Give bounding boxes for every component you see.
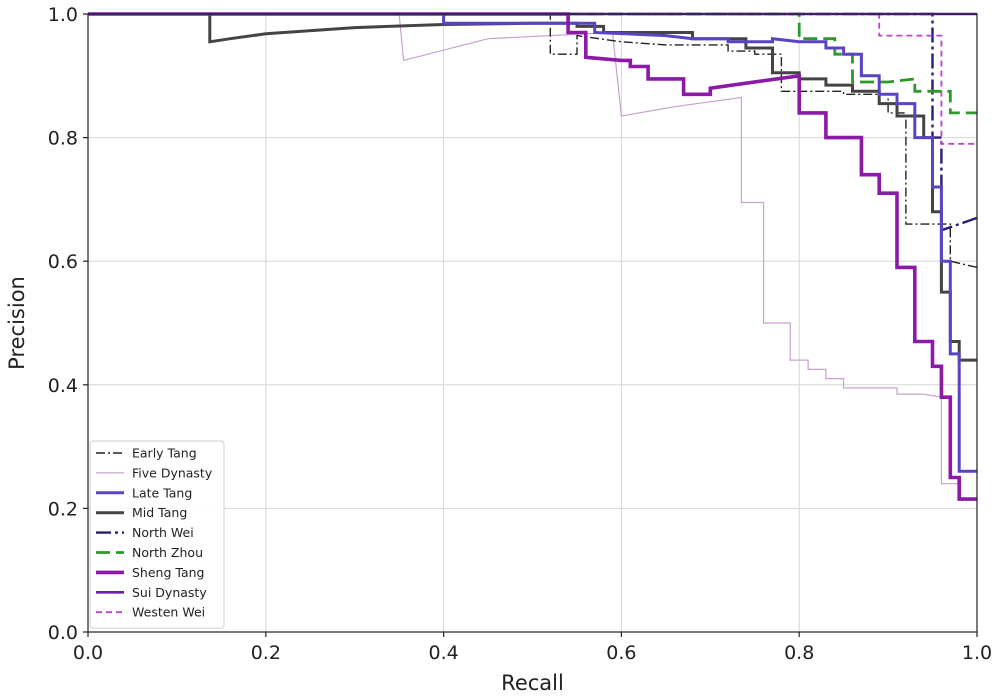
y-tick-label: 0.8 [48, 128, 78, 150]
x-tick-label: 1.0 [962, 642, 992, 664]
legend-box [89, 440, 225, 629]
y-tick-label: 0.4 [48, 375, 78, 397]
legend-label-sheng-tang: Sheng Tang [132, 565, 204, 580]
y-tick-label: 0.0 [48, 622, 78, 644]
series-line-early-tang [88, 13, 978, 269]
plot-frame [87, 13, 978, 633]
x-tick-label: 0.0 [73, 642, 103, 664]
legend: Early Tang Five Dynasty Late Tang Mid Tang N… [89, 440, 225, 629]
x-tick-label: 0.2 [251, 642, 281, 664]
x-tick-label: 0.6 [606, 642, 636, 664]
legend-label-north-wei: North Wei [132, 525, 194, 540]
x-tick-label: 0.4 [428, 642, 458, 664]
legend-label-early-tang: Early Tang [132, 446, 197, 461]
legend-label-north-zhou: North Zhou [132, 545, 203, 560]
legend-label-five-dynasty: Five Dynasty [132, 465, 213, 480]
legend-label-westen-wei: Westen Wei [132, 605, 205, 620]
y-tick-label: 0.6 [48, 251, 78, 273]
series-line-sheng-tang [88, 12, 977, 501]
y-axis-label: Precision [5, 276, 29, 370]
series-line-north-zhou [88, 12, 977, 115]
y-tick-label: 1.0 [48, 4, 78, 26]
y-tick-label: 0.2 [48, 498, 78, 520]
series-line-late-tang [88, 12, 977, 473]
x-tick-label: 0.8 [784, 642, 814, 664]
legend-label-sui-dynasty: Sui Dynasty [132, 585, 207, 600]
legend-label-mid-tang: Mid Tang [132, 505, 187, 520]
x-axis-label: Recall [501, 671, 564, 695]
legend-label-late-tang: Late Tang [132, 485, 192, 500]
axis-ticks: 0.0 0.2 0.4 0.6 0.8 1.0 0.0 0.2 0.4 0.6 0.8 1.0 [48, 4, 992, 664]
